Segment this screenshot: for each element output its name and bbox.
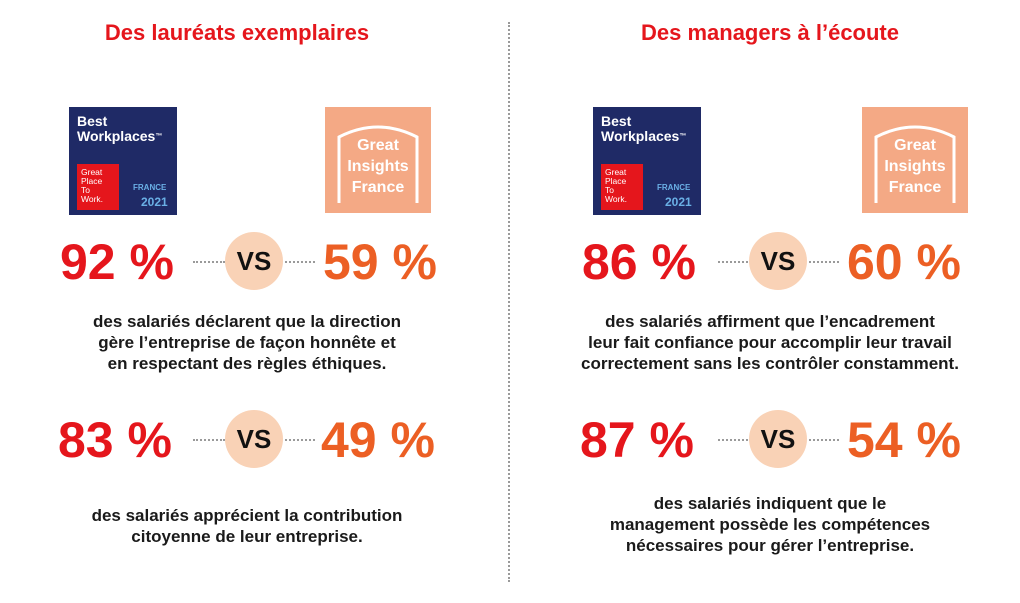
laureate-value: 86 % — [582, 234, 696, 290]
dotted-connector — [718, 439, 748, 441]
logo-title: Best Workplaces™ — [601, 113, 687, 144]
house-outline-icon — [337, 125, 419, 203]
stat-description: des salariés apprécient la contribution … — [91, 506, 403, 546]
best-workplaces-logo: Best Workplaces™ Great Place To Work. FRANCE… — [593, 107, 701, 215]
benchmark-value: 59 % — [323, 234, 437, 290]
logo-country: FRANCE — [133, 183, 167, 192]
dotted-connector — [285, 439, 315, 441]
stat-description: des salariés indiquent que le management… — [609, 494, 931, 555]
vs-badge: VS — [749, 232, 807, 290]
stat-row: 83 % VS 49 % — [0, 410, 500, 470]
logo-title: Best Workplaces™ — [77, 113, 163, 144]
laureate-value: 92 % — [60, 234, 174, 290]
stat-row: 86 % VS 60 % — [520, 232, 1020, 292]
benchmark-value: 54 % — [847, 412, 961, 468]
stat-row: 87 % VS 54 % — [520, 410, 1020, 470]
great-insights-logo: Great Insights France — [325, 107, 431, 213]
logo-country: FRANCE — [657, 183, 691, 192]
dotted-connector — [285, 261, 315, 263]
benchmark-value: 60 % — [847, 234, 961, 290]
section-title: Des managers à l’écoute — [640, 20, 899, 45]
benchmark-value: 49 % — [321, 412, 435, 468]
vs-badge: VS — [749, 410, 807, 468]
right-column: Des managers à l’écoute Best Workplaces™ … — [520, 0, 1020, 603]
laureate-value: 87 % — [580, 412, 694, 468]
section-title: Des lauréats exemplaires — [104, 20, 370, 45]
great-place-to-work-badge: Great Place To Work. — [77, 164, 119, 210]
laureate-value: 83 % — [58, 412, 172, 468]
stat-description: des salariés affirment que l’encadrement… — [581, 312, 959, 373]
stat-row: 92 % VS 59 % — [0, 232, 500, 292]
left-column: Des lauréats exemplaires Best Workplaces™… — [0, 0, 500, 603]
best-workplaces-logo: Best Workplaces™ Great Place To Work. FRANCE… — [69, 107, 177, 215]
dotted-connector — [809, 261, 839, 263]
logo-text: Great Insights France — [347, 137, 409, 196]
logo-year: 2021 — [141, 195, 168, 209]
vs-badge: VS — [225, 410, 283, 468]
dotted-connector — [193, 261, 225, 263]
stat-description: des salariés déclarent que la direction … — [92, 312, 402, 373]
vs-badge: VS — [225, 232, 283, 290]
house-outline-icon — [874, 125, 956, 203]
dotted-connector — [809, 439, 839, 441]
great-place-to-work-badge: Great Place To Work. — [601, 164, 643, 210]
great-insights-logo: Great Insights France — [862, 107, 968, 213]
dotted-connector — [193, 439, 225, 441]
dotted-connector — [718, 261, 748, 263]
logo-year: 2021 — [665, 195, 692, 209]
column-divider — [508, 22, 510, 582]
logo-text: Great Insights France — [884, 137, 946, 196]
